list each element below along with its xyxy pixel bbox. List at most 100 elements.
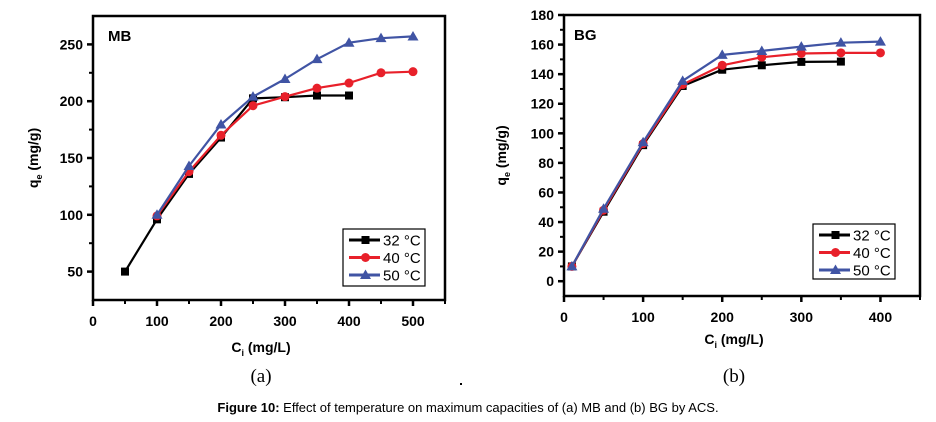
series-50C (151, 30, 419, 219)
legend-marker-square (831, 231, 840, 239)
data-point-triangle (756, 45, 768, 55)
data-point-square (757, 61, 766, 70)
data-point-circle (875, 48, 885, 58)
legend-label: 50 °C (383, 268, 421, 285)
y-tick-label: 40 (538, 214, 554, 230)
data-point-circle (836, 48, 846, 58)
x-tick-label: 100 (145, 313, 169, 329)
y-axis-title-main: q (25, 180, 41, 189)
x-axis-title-unit: (mg/L) (244, 339, 291, 355)
data-point-circle (248, 101, 258, 111)
data-point-triangle (637, 136, 649, 147)
legend-marker-triangle (830, 264, 841, 274)
series-32C (567, 57, 845, 271)
y-tick-label: 100 (60, 207, 84, 223)
x-tick-label: 300 (273, 313, 297, 329)
data-point-triangle (598, 203, 610, 213)
x-axis-title-main: C (704, 331, 714, 347)
x-axis-title: Ci (mg/L) (231, 339, 290, 358)
data-point-triangle (407, 30, 419, 41)
y-tick-label: 180 (531, 7, 555, 23)
y-axis-title-unit: (mg/g) (493, 125, 509, 172)
data-point-triangle (311, 53, 323, 64)
data-point-circle (312, 83, 322, 93)
data-point-circle (376, 68, 386, 78)
x-axis-title-sub: i (714, 340, 717, 350)
y-tick-label: 0 (546, 273, 554, 289)
data-point-circle (216, 130, 226, 140)
y-axis-title-sub: e (34, 175, 44, 180)
data-point-circle (796, 48, 806, 58)
x-axis-title-sub: i (241, 348, 244, 358)
y-tick-label: 80 (538, 155, 554, 171)
data-point-triangle (375, 32, 387, 43)
x-tick-label: 0 (89, 313, 97, 329)
subfigure-label: (b) (723, 366, 745, 387)
data-point-square (345, 91, 353, 100)
x-tick-label: 400 (337, 313, 361, 329)
legend-label: 40 °C (383, 250, 421, 267)
data-point-triangle (215, 118, 227, 129)
x-tick-label: 0 (560, 309, 568, 325)
y-tick-label: 60 (538, 184, 554, 200)
data-point-triangle (151, 209, 163, 219)
panel-title: BG (574, 27, 597, 44)
data-point-triangle (183, 160, 195, 170)
caption-label: Figure 10: (217, 400, 280, 415)
legend-marker-square (361, 236, 370, 244)
x-axis-title-main: C (231, 339, 241, 355)
data-point-triangle (566, 260, 578, 271)
x-tick-label: 500 (401, 313, 425, 329)
y-axis-title-unit: (mg/g) (25, 128, 41, 175)
legend: 32 °C40 °C50 °C (812, 223, 896, 280)
legend-label: 40 °C (853, 245, 891, 262)
data-point-triangle (343, 37, 355, 47)
figure-caption: Figure 10: Effect of temperature on maxi… (0, 400, 936, 415)
data-point-triangle (279, 73, 291, 84)
series-line (156, 35, 414, 216)
series-line (570, 60, 841, 267)
data-point-square (313, 91, 321, 100)
y-tick-label: 250 (60, 36, 84, 52)
y-tick-label: 200 (60, 93, 84, 109)
y-tick-label: 120 (531, 96, 555, 112)
data-point-triangle (677, 75, 689, 85)
data-point-triangle (835, 37, 847, 47)
subfigure-label: (a) (250, 366, 271, 387)
x-tick-label: 300 (790, 309, 814, 325)
y-tick-label: 150 (60, 150, 84, 166)
series-line (124, 94, 349, 273)
legend-marker-circle (831, 248, 840, 257)
stray-dot (460, 383, 462, 385)
plot-frame (562, 13, 922, 298)
panel-title: MB (108, 28, 131, 45)
y-tick-label: 50 (67, 264, 83, 280)
x-tick-label: 200 (711, 309, 735, 325)
data-point-circle (717, 60, 727, 70)
y-axis-title: qe (mg/g) (493, 125, 512, 185)
y-axis-title: qe (mg/g) (25, 128, 44, 188)
data-point-square (121, 267, 129, 276)
legend: 32 °C40 °C50 °C (342, 228, 426, 287)
y-axis-title-sub: e (502, 172, 512, 177)
chart-panel-bg: 0 100 200 300 400 0 20 40 60 80 100 120 140 160 180 BG C… (493, 7, 922, 387)
y-tick-label: 20 (538, 244, 554, 260)
y-tick-label: 100 (531, 125, 555, 141)
y-tick-label: 160 (531, 37, 555, 53)
data-point-circle (344, 78, 354, 88)
legend-label: 50 °C (853, 263, 891, 280)
data-point-triangle (247, 91, 259, 101)
y-tick-label: 140 (531, 66, 555, 82)
caption-text: Effect of temperature on maximum capacit… (279, 400, 719, 415)
x-axis-title-unit: (mg/L) (717, 331, 764, 347)
data-point-circle (280, 92, 290, 102)
data-point-square (836, 57, 845, 66)
y-axis-title-main: q (493, 177, 509, 186)
data-point-triangle (874, 36, 886, 46)
legend-label: 32 °C (383, 233, 421, 250)
series-40C (152, 67, 418, 221)
x-tick-label: 400 (869, 309, 893, 325)
x-tick-label: 200 (209, 313, 233, 329)
x-axis-title: Ci (mg/L) (704, 331, 763, 350)
